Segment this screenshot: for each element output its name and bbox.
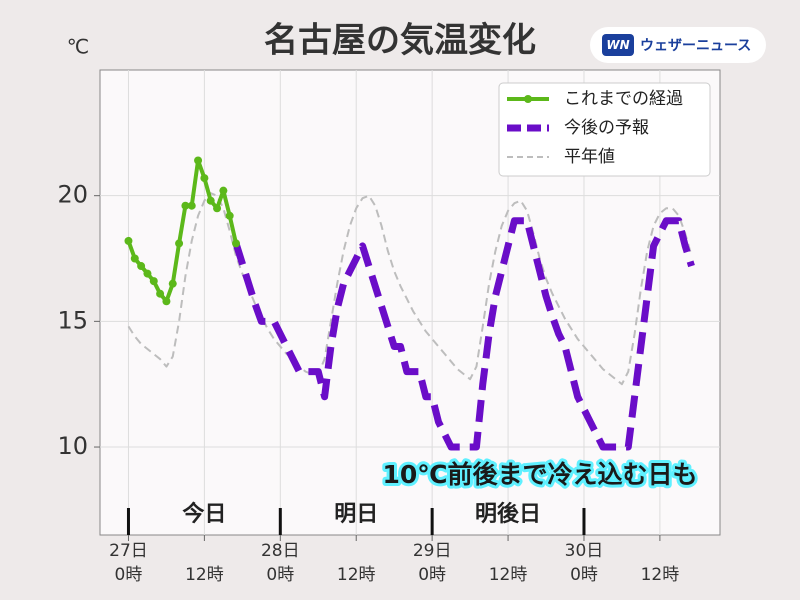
- logo-badge: [590, 27, 766, 63]
- day-label: 今日: [182, 501, 226, 527]
- legend-marker: [524, 95, 532, 103]
- data-point: [137, 262, 146, 271]
- data-point: [181, 201, 190, 210]
- data-point: [143, 269, 152, 278]
- data-point: [225, 211, 234, 220]
- x-tick-label: 29日: [413, 541, 452, 561]
- x-tick-label: 12時: [337, 565, 376, 585]
- data-point: [156, 289, 165, 298]
- day-label: 明日: [334, 502, 378, 527]
- legend-label: これまでの経過: [564, 89, 683, 109]
- logo-icon: [602, 34, 634, 56]
- data-point: [162, 297, 171, 306]
- x-tick-label: 27日: [109, 541, 148, 561]
- x-tick-label: 12時: [489, 565, 528, 585]
- data-point: [194, 156, 203, 165]
- unit-label: ℃: [67, 35, 89, 59]
- legend-label: 今後の予報: [564, 118, 649, 138]
- data-point: [206, 196, 215, 205]
- x-tick-label: 12時: [185, 565, 224, 585]
- data-point: [149, 277, 158, 286]
- x-tick-label: 0時: [418, 565, 446, 585]
- data-point: [187, 201, 196, 210]
- x-tick-label: 28日: [261, 541, 300, 561]
- y-tick-label: 15: [57, 306, 88, 334]
- data-point: [219, 186, 228, 195]
- y-tick-label: 10: [57, 432, 88, 460]
- day-label: 明後日: [475, 501, 541, 527]
- y-tick-label: 20: [57, 181, 88, 209]
- x-tick-label: 0時: [115, 565, 143, 585]
- logo-mark: WN: [606, 38, 629, 52]
- data-point: [130, 254, 139, 263]
- logo-text: ウェザーニュース: [640, 38, 751, 54]
- legend-label: 平年値: [564, 147, 615, 167]
- x-tick-label: 30日: [565, 541, 604, 561]
- data-point: [213, 204, 222, 213]
- data-point: [232, 239, 241, 248]
- x-tick-label: 0時: [266, 565, 294, 585]
- plot-layer: [124, 156, 695, 451]
- chart-title: 名古屋の気温変化: [264, 21, 536, 61]
- annotation: 10℃前後まで冷え込む日も: [382, 460, 697, 489]
- series-line: [232, 217, 695, 451]
- legend-box: [498, 82, 711, 177]
- data-point: [124, 236, 133, 245]
- data-point: [168, 279, 177, 288]
- data-point: [175, 239, 184, 248]
- x-tick-label: 12時: [641, 565, 680, 585]
- logo: WN ウェザーニュース: [590, 27, 766, 63]
- data-point: [200, 174, 209, 183]
- x-tick-label: 0時: [570, 565, 598, 585]
